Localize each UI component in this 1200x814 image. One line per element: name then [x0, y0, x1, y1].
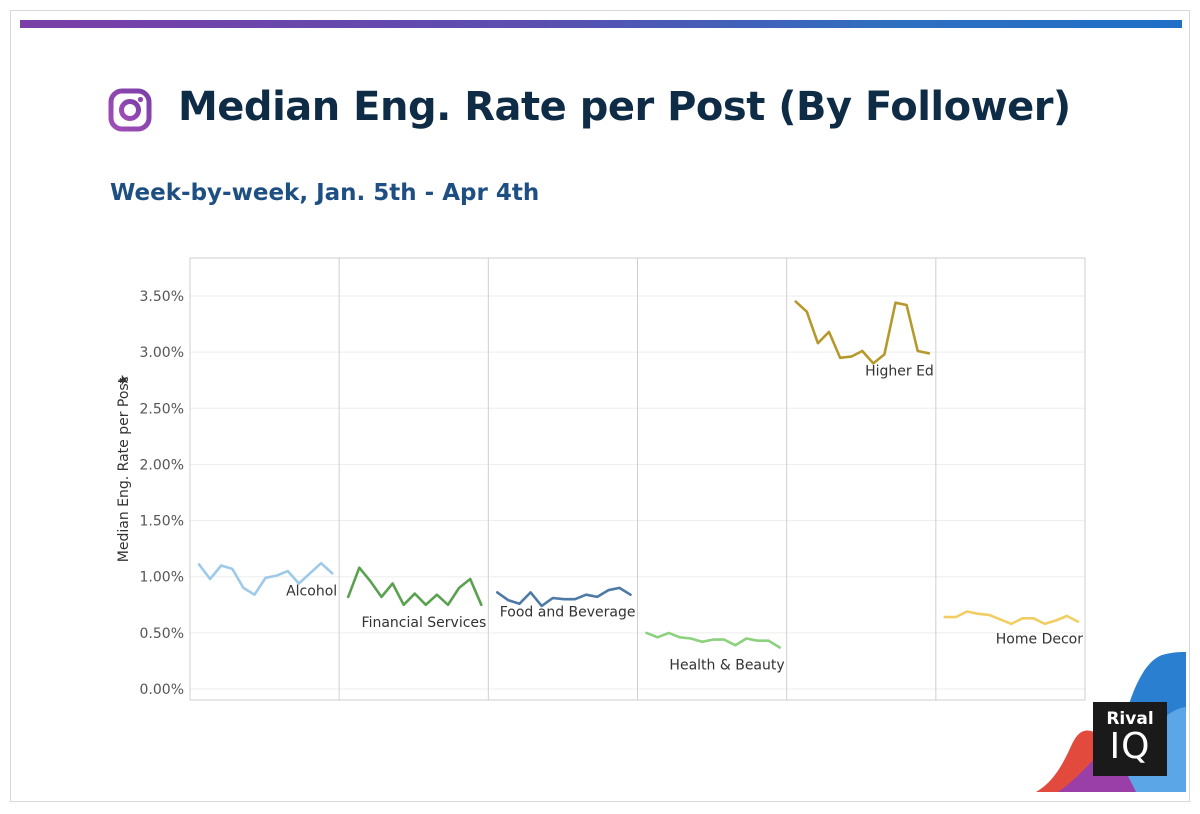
- y-tick-label: 0.50%: [140, 626, 184, 642]
- y-tick-label: 1.50%: [140, 514, 184, 530]
- series-label: Food and Beverage: [500, 605, 636, 621]
- y-tick-label: 0.00%: [140, 682, 184, 698]
- instagram-icon: [108, 88, 152, 132]
- y-tick-label: 1.00%: [140, 570, 184, 586]
- series-label: Home Decor: [996, 632, 1083, 648]
- series-label: Financial Services: [362, 615, 487, 631]
- series-line-financial-services: [346, 566, 483, 607]
- y-tick-label: 2.50%: [140, 401, 184, 417]
- y-tick-label: 3.00%: [140, 345, 184, 361]
- pin-icon: ★: [116, 374, 132, 387]
- series-line-home-decor: [943, 610, 1080, 626]
- series-lines: [197, 300, 1080, 649]
- series-label: Health & Beauty: [669, 657, 784, 673]
- y-axis-label: Median Eng. Rate per Post: [116, 377, 132, 562]
- series-line-health-beauty: [645, 631, 782, 649]
- logo-word-rival: Rival: [1106, 709, 1154, 729]
- series-line-food-and-beverage: [495, 586, 632, 608]
- page-subtitle: Week-by-week, Jan. 5th - Apr 4th: [110, 180, 540, 206]
- y-tick-label: 3.50%: [140, 289, 184, 305]
- series-line-alcohol: [197, 561, 334, 597]
- y-axis: 0.00% 0.50% 1.00% 1.50% 2.00% 2.50% 3.00% 3.50%…: [116, 289, 184, 698]
- series-labels: Alcohol Financial Services Food and Bevera…: [286, 363, 1083, 673]
- series-label: Alcohol: [286, 583, 337, 599]
- panel-dividers: [189, 257, 1086, 701]
- page-title: Median Eng. Rate per Post (By Follower): [178, 84, 1071, 130]
- slide-frame: [10, 10, 1190, 802]
- logo-word-iq: IQ: [1109, 726, 1151, 767]
- y-tick-label: 2.00%: [140, 457, 184, 473]
- rivaliq-logo: Rival IQ: [1093, 702, 1167, 776]
- top-gradient-bar: [20, 20, 1182, 28]
- series-label: Higher Ed: [865, 363, 934, 379]
- series-line-higher-ed: [794, 300, 931, 365]
